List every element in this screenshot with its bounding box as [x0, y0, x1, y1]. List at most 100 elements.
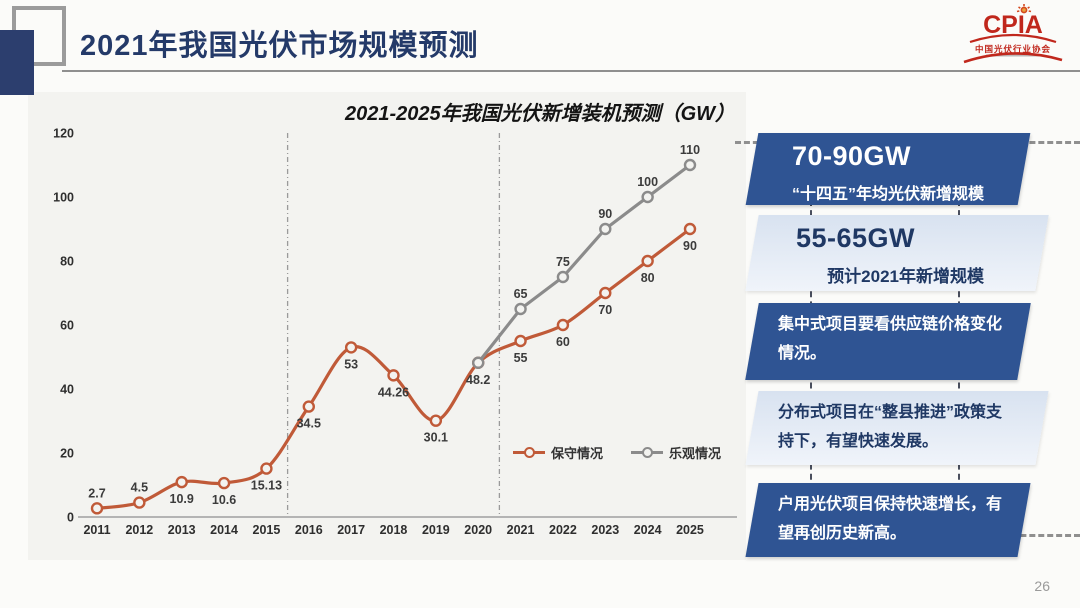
svg-text:34.5: 34.5 — [297, 417, 321, 431]
callout-body: 分布式项目在“整县推进”政策支持下，有望快速发展。 — [778, 404, 1003, 450]
svg-text:2016: 2016 — [295, 523, 323, 537]
svg-text:65: 65 — [514, 287, 528, 301]
data-point-marker — [217, 476, 231, 490]
svg-text:100: 100 — [637, 175, 658, 189]
forecast-divider-lines — [286, 133, 501, 517]
data-point-marker — [472, 356, 485, 369]
svg-text:75: 75 — [556, 255, 570, 269]
svg-text:2019: 2019 — [422, 523, 450, 537]
cpia-logo-graphic: CPIA 中国光伏行业协会 — [963, 4, 1063, 64]
data-point-marker — [302, 400, 315, 413]
svg-text:0: 0 — [67, 511, 74, 525]
svg-text:10.9: 10.9 — [170, 492, 194, 506]
logo-tagline-bar — [986, 54, 1040, 57]
svg-text:60: 60 — [556, 335, 570, 349]
svg-text:4.5: 4.5 — [131, 481, 148, 495]
callout-body: 预计2021年新增规模 — [827, 267, 984, 286]
data-point-marker — [90, 502, 104, 515]
callout-heading: 55-65GW — [796, 223, 916, 253]
svg-text:40: 40 — [60, 383, 74, 397]
svg-text:2017: 2017 — [337, 523, 365, 537]
callout-distributed-projects: 分布式项目在“整县推进”政策支持下，有望快速发展。 — [745, 391, 1049, 465]
x-axis-labels: 2011 2012 2013 2014 2015 2016 2017 2018 2019 2020… — [83, 523, 704, 537]
svg-text:55: 55 — [514, 351, 528, 365]
data-point-marker — [514, 334, 527, 348]
svg-text:2015: 2015 — [253, 523, 281, 537]
series-conservative — [90, 222, 697, 515]
data-labels: 2.7 4.5 10.9 10.6 15.13 34.5 53 44.26 30.1 48.2 55… — [88, 239, 697, 507]
callout-centralized-projects: 集中式项目要看供应链价格变化情况。 — [745, 303, 1031, 380]
svg-text:53: 53 — [344, 357, 358, 371]
svg-text:48.2: 48.2 — [466, 373, 490, 387]
page-number: 26 — [1034, 578, 1050, 594]
data-point-marker — [260, 462, 273, 475]
svg-text:120: 120 — [53, 127, 74, 141]
data-point-marker — [556, 318, 570, 332]
legend-label-optimistic: 乐观情况 — [669, 446, 722, 461]
series-optimistic — [472, 158, 697, 369]
header-divider-line — [62, 70, 1080, 72]
svg-text:2022: 2022 — [549, 523, 577, 537]
data-point-marker — [641, 190, 654, 204]
page-title: 2021年我国光伏市场规模预测 — [80, 30, 479, 62]
svg-text:110: 110 — [680, 143, 700, 157]
svg-text:2012: 2012 — [125, 523, 153, 537]
chart-panel — [28, 92, 746, 560]
chart-legend: 保守情况 乐观情况 — [513, 443, 721, 462]
decor-filled-square — [0, 30, 34, 95]
legend-item-conservative: 保守情况 — [513, 443, 603, 462]
callout-body: 户用光伏项目保持快速增长，有望再创历史新高。 — [778, 496, 1003, 542]
svg-text:80: 80 — [60, 255, 74, 269]
data-labels: 65 75 90 100 110 — [514, 143, 701, 301]
logo-upper-arc — [969, 33, 1057, 44]
callout-2021-new-scale: 55-65GW 预计2021年新增规模 — [745, 215, 1049, 291]
data-point-marker — [387, 369, 400, 382]
y-axis-labels: 0 20 40 60 80 100 120 — [53, 127, 74, 525]
logo-lower-arc — [963, 52, 1063, 64]
svg-text:60: 60 — [60, 319, 74, 333]
series-line — [96, 227, 691, 510]
data-point-marker — [429, 414, 443, 427]
svg-text:2.7: 2.7 — [88, 486, 105, 500]
logo-subtitle: 中国光伏行业协会 — [975, 44, 1051, 54]
svg-text:2013: 2013 — [168, 523, 196, 537]
data-point-marker — [514, 302, 527, 316]
data-point-marker — [683, 158, 697, 172]
svg-text:2014: 2014 — [210, 523, 238, 537]
svg-text:2020: 2020 — [464, 523, 492, 537]
callout-body: 集中式项目要看供应链价格变化情况。 — [778, 316, 1003, 362]
svg-text:2024: 2024 — [634, 523, 662, 537]
callout-body: “十四五”年均光伏新增规模 — [792, 186, 985, 203]
legend-item-optimistic: 乐观情况 — [631, 443, 721, 462]
data-point-marker — [599, 286, 612, 300]
callout-annual-scale-14th-plan: 70-90GW “十四五”年均光伏新增规模 — [745, 133, 1031, 205]
svg-text:2025: 2025 — [676, 523, 704, 537]
data-point-marker — [175, 475, 188, 489]
callout-residential-projects: 户用光伏项目保持快速增长，有望再创历史新高。 — [745, 483, 1031, 557]
data-point-marker — [599, 222, 612, 236]
svg-text:30.1: 30.1 — [424, 431, 448, 445]
svg-text:90: 90 — [598, 207, 612, 221]
svg-text:2018: 2018 — [380, 523, 408, 537]
data-point-marker — [133, 496, 146, 509]
svg-text:15.13: 15.13 — [251, 479, 282, 493]
data-point-marker — [344, 341, 358, 354]
data-point-marker — [641, 254, 654, 268]
svg-text:2011: 2011 — [83, 523, 110, 537]
svg-text:100: 100 — [53, 191, 74, 205]
cpia-logo: CPIA 中国光伏行业协会 — [952, 2, 1074, 66]
data-point-marker — [556, 270, 570, 284]
svg-text:2023: 2023 — [591, 523, 619, 537]
chart-title: 2021-2025年我国光伏新增装机预测（GW） — [344, 103, 736, 125]
sunburst-icon — [1016, 4, 1032, 14]
legend-label-conservative: 保守情况 — [551, 446, 604, 461]
svg-text:10.6: 10.6 — [212, 493, 236, 507]
data-point-marker — [683, 222, 697, 236]
svg-text:90: 90 — [683, 239, 697, 253]
conservative-series-marker-icon — [513, 447, 545, 458]
svg-text:20: 20 — [60, 447, 74, 461]
series-line — [476, 163, 691, 364]
callout-heading: 70-90GW — [792, 141, 912, 171]
